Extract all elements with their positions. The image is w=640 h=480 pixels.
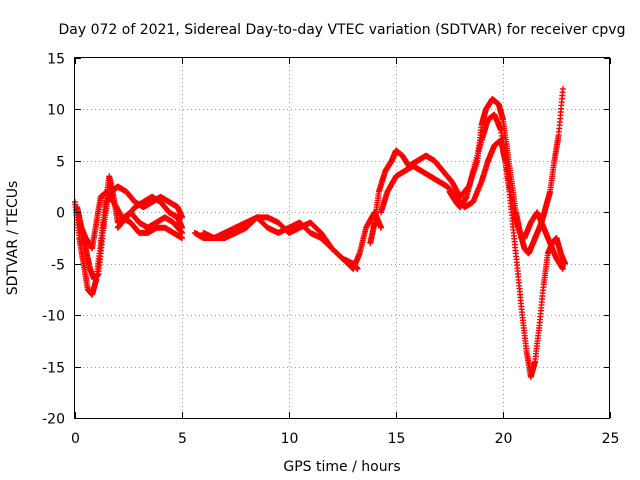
y-tick-label: 0 <box>56 206 65 222</box>
x-tick-label: 15 <box>388 431 406 447</box>
x-tick-label: 5 <box>178 431 187 447</box>
series-track-g <box>367 85 566 257</box>
y-tick-label: 5 <box>56 155 65 171</box>
chart-title: Day 072 of 2021, Sidereal Day-to-day VTE… <box>59 22 626 38</box>
y-axis-title: SDTVAR / TECUs <box>5 181 21 296</box>
series-track-f <box>200 214 361 272</box>
series-track-i <box>446 111 566 272</box>
data-point-markers <box>200 214 361 272</box>
data-point-markers <box>191 209 384 272</box>
x-tick-label: 0 <box>71 431 80 447</box>
series-track-c <box>76 188 185 252</box>
x-tick-label: 10 <box>281 431 299 447</box>
series-track-e <box>191 209 384 272</box>
data-point-markers <box>446 111 566 272</box>
data-point-markers <box>367 85 566 257</box>
y-tick-label: -10 <box>42 309 65 325</box>
x-axis-title: GPS time / hours <box>283 459 400 475</box>
series-track-d <box>114 193 185 231</box>
data-point-markers <box>114 193 185 231</box>
data-points <box>72 85 569 380</box>
y-tick-label: -20 <box>42 412 65 428</box>
plot-frame <box>74 57 610 419</box>
y-tick-label: 15 <box>47 52 65 68</box>
data-point-markers <box>76 188 185 252</box>
y-tick-label: -15 <box>42 361 65 377</box>
x-tick-label: 20 <box>495 431 513 447</box>
y-tick-label: 10 <box>47 103 65 119</box>
y-tick-label: -5 <box>51 258 65 274</box>
ticks: 0 5 10 15 20 25 -20 -15 -10 -5 0 5 10 15 <box>42 52 619 448</box>
x-tick-label: 25 <box>602 431 620 447</box>
